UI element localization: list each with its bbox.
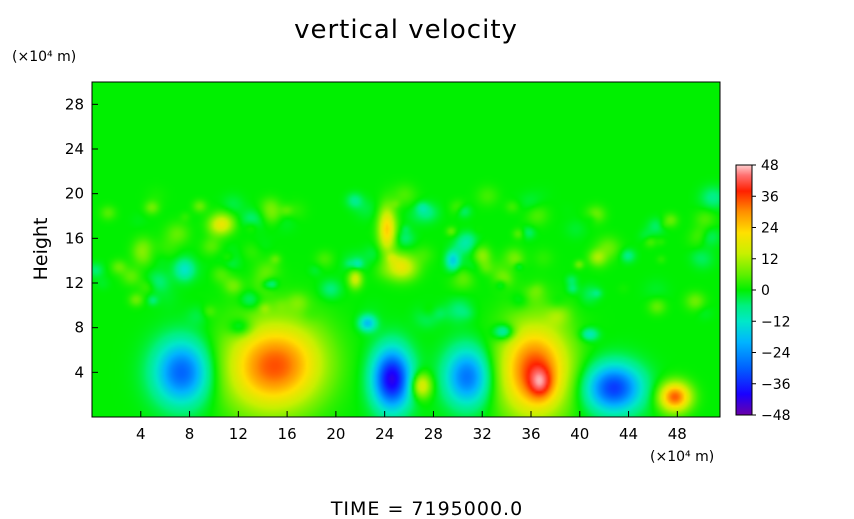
x-tick-label: 32 — [473, 425, 492, 443]
plot-frame — [91, 81, 721, 418]
colorbar: 48 36 24 12 0 −12 −24 −36 −48 — [735, 158, 791, 424]
x-axis: 4 8 12 16 20 24 28 32 36 40 44 48 — [136, 411, 687, 443]
y-tick-label: 8 — [74, 319, 84, 337]
colorbar-gradient — [735, 164, 753, 416]
y-unit-label: (×10⁴ m) — [12, 49, 76, 65]
colorbar-tick-label: −24 — [761, 346, 791, 362]
chart-title: vertical velocity — [294, 15, 518, 45]
x-tick-label: 36 — [521, 425, 540, 443]
y-tick-label: 16 — [65, 229, 84, 247]
heatmap-field — [92, 82, 720, 417]
colorbar-tick-label: −48 — [761, 408, 791, 424]
x-tick-label: 20 — [326, 425, 345, 443]
colorbar-tick-label: 24 — [761, 221, 779, 237]
y-tick-label: 12 — [65, 274, 84, 292]
colorbar-tick-label: −36 — [761, 377, 791, 393]
colorbar-tick-label: 36 — [761, 189, 779, 205]
time-footer: TIME = 7195000.0 — [330, 498, 523, 519]
x-tick-label: 40 — [570, 425, 589, 443]
x-tick-label: 8 — [185, 425, 195, 443]
colorbar-tick-label: 12 — [761, 252, 779, 268]
x-tick-label: 28 — [424, 425, 443, 443]
x-tick-label: 4 — [136, 425, 146, 443]
y-tick-label: 20 — [65, 185, 84, 203]
x-tick-label: 24 — [375, 425, 394, 443]
colorbar-ticks: 48 36 24 12 0 −12 −24 −36 −48 — [752, 158, 791, 424]
x-tick-label: 12 — [229, 425, 248, 443]
colorbar-tick-label: 48 — [761, 158, 779, 174]
plot-area — [91, 81, 721, 418]
y-tick-label: 24 — [65, 140, 84, 158]
y-tick-label: 28 — [65, 95, 84, 113]
colorbar-tick-label: −12 — [761, 314, 791, 330]
x-tick-label: 44 — [619, 425, 638, 443]
x-unit-label: (×10⁴ m) — [650, 449, 714, 465]
x-tick-label: 48 — [668, 425, 687, 443]
y-tick-label: 4 — [74, 363, 84, 381]
colorbar-tick-label: 0 — [761, 283, 770, 299]
y-axis: 4 8 12 16 20 24 28 — [65, 95, 98, 381]
x-tick-label: 16 — [278, 425, 297, 443]
y-axis-label: Height — [30, 218, 52, 281]
